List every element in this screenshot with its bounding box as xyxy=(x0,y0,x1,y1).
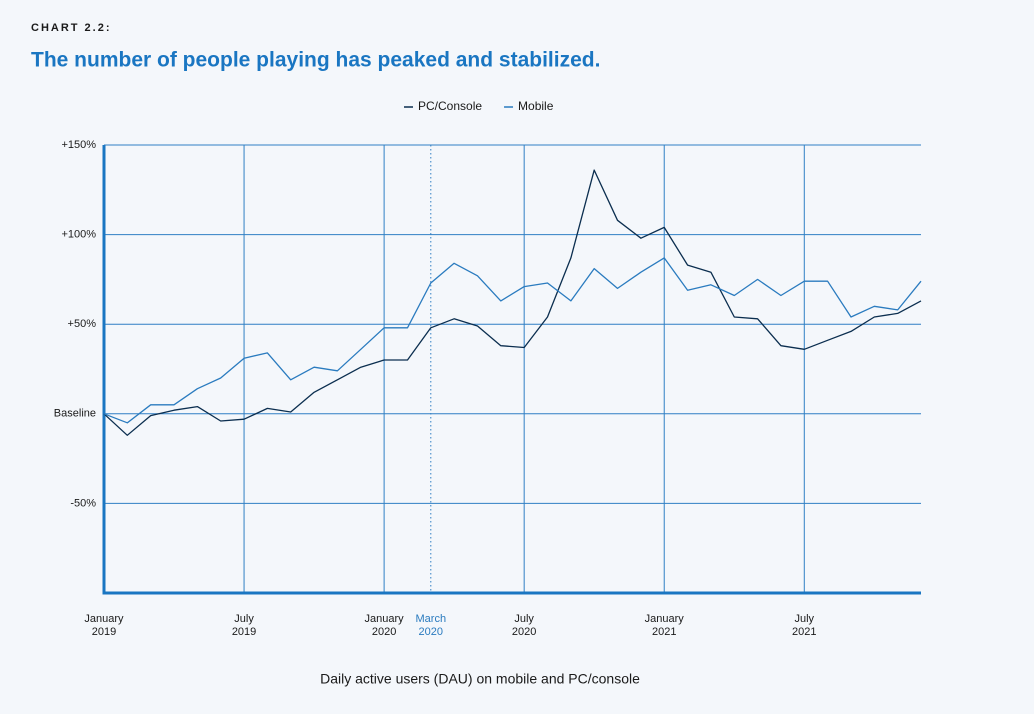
y-tick-label: +150% xyxy=(61,139,96,151)
y-tick-label: +100% xyxy=(61,229,96,241)
x-tick-label: January 2020 xyxy=(365,613,405,638)
y-tick-label: -50% xyxy=(70,497,96,509)
x-tick-label: July 2021 xyxy=(792,613,816,638)
series-line xyxy=(103,257,922,424)
legend-label: Mobile xyxy=(518,99,554,113)
x-tick-label: July 2020 xyxy=(512,613,536,638)
x-tick-label: March 2020 xyxy=(416,613,447,638)
chart-title: The number of people playing has peaked … xyxy=(31,49,600,72)
y-tick-label: +50% xyxy=(68,318,97,330)
x-tick-label: July 2019 xyxy=(232,613,256,638)
series-line xyxy=(103,169,922,436)
legend-label: PC/Console xyxy=(418,99,482,113)
chart-label: CHART 2.2: xyxy=(31,22,112,34)
x-tick-label: January 2019 xyxy=(84,613,124,638)
y-tick-label: Baseline xyxy=(54,408,96,420)
caption: Daily active users (DAU) on mobile and P… xyxy=(320,671,640,687)
x-tick-label: January 2021 xyxy=(645,613,685,638)
